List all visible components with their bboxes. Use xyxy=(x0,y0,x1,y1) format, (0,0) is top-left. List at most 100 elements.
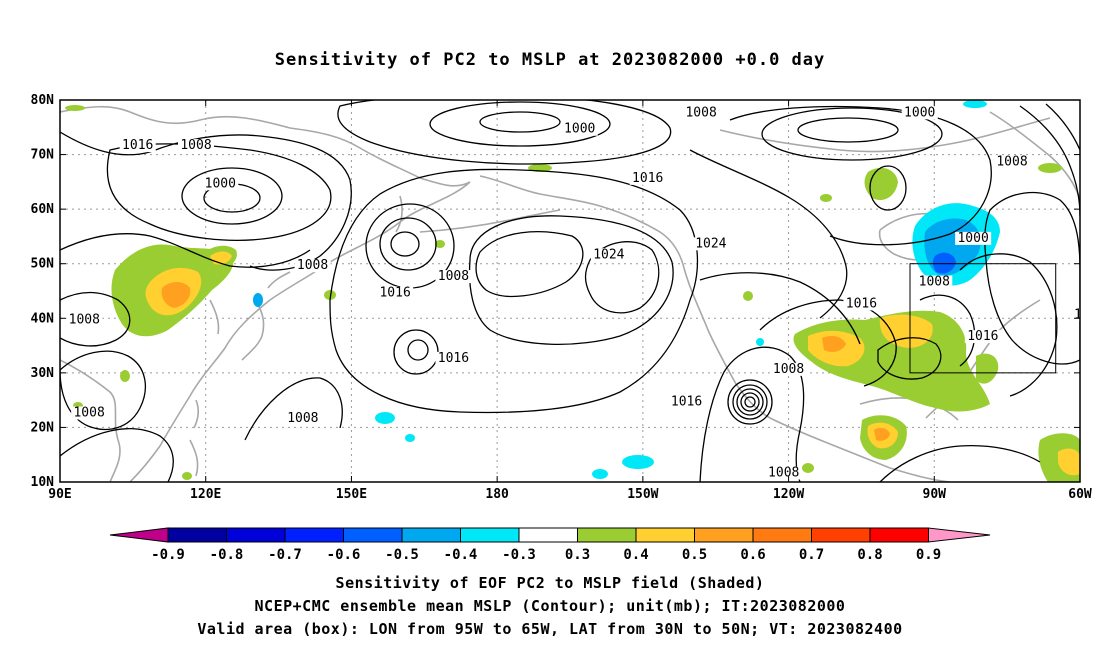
shade-dot-2 xyxy=(324,290,336,300)
caption-shaded: Sensitivity of EOF PC2 to MSLP field (Sh… xyxy=(335,574,765,592)
shade-dot-7 xyxy=(182,472,192,480)
contour-gulf-low xyxy=(877,337,942,380)
korea-peninsula xyxy=(209,299,220,335)
colorbar-segment xyxy=(635,527,695,543)
colorbar-segment xyxy=(284,527,344,543)
colorbar-label: -0.5 xyxy=(385,547,419,563)
contour-label-bg xyxy=(284,411,321,425)
taiwan-philippines xyxy=(189,399,199,477)
colorbar: -0.9 -0.8 -0.7 -0.6 -0.5 -0.4 -0.3 0.3 0.4 0.5 0.6… xyxy=(109,527,991,563)
contour-label-bg xyxy=(66,313,103,327)
contour-label: 1008 xyxy=(297,258,328,273)
shade-cyan-4 xyxy=(592,469,608,479)
alaska-coast xyxy=(479,175,685,269)
contour-label-bg xyxy=(435,351,472,365)
contour-na-1016-mid xyxy=(699,272,861,345)
contour-label-bg xyxy=(178,139,214,153)
latitude-axis: 10N 20N 30N 40N 50N 60N 70N 80N xyxy=(31,93,1080,490)
graticule xyxy=(60,100,1080,482)
contour-sea-1008 xyxy=(244,377,343,441)
contour-label-bg xyxy=(294,259,331,273)
contour-label-bg xyxy=(1071,308,1080,322)
canada-arctic xyxy=(719,117,1051,153)
shade-dot-10 xyxy=(802,463,814,473)
map-title: Sensitivity of PC2 to MSLP at 2023082000… xyxy=(274,50,826,70)
contour-label: 1008 xyxy=(919,275,950,290)
contour-pac-low-1 xyxy=(390,231,420,257)
contour-label: 1016 xyxy=(379,285,410,300)
contour-labels: 1016 1008 1000 1008 1008 1008 1008 1016 1008 1016… xyxy=(66,95,1100,481)
lat-tick-label: 80N xyxy=(31,93,55,108)
lat-tick-label: 50N xyxy=(31,257,55,272)
colorbar-label: -0.7 xyxy=(268,547,302,563)
contour-label-bg xyxy=(770,362,807,376)
lon-tick-label: 120W xyxy=(773,487,804,502)
contour-label: 1008 xyxy=(287,411,318,426)
contour-label-bg xyxy=(1095,95,1100,108)
contour-label-bg xyxy=(119,139,156,153)
contour-label-bg xyxy=(765,466,802,480)
lat-tick-label: 10N xyxy=(31,475,55,490)
contour-hurricane-5 xyxy=(727,379,773,425)
colorbar-label: -0.8 xyxy=(210,547,244,563)
colorbar-segment xyxy=(694,527,754,543)
contour-hurricane-2 xyxy=(740,392,760,412)
colorbar-label: 0.9 xyxy=(916,547,941,563)
lon-tick-label: 180 xyxy=(485,487,509,502)
contour-label: 1000 xyxy=(904,105,935,120)
contour-atl-1016 xyxy=(959,253,1058,397)
contour-pac-1024-a xyxy=(475,231,584,298)
shade-cyan-1 xyxy=(375,412,395,424)
colorbar-label: 0.3 xyxy=(565,547,590,563)
contour-label-bg xyxy=(590,248,627,262)
indochina-coast xyxy=(60,359,121,482)
shade-dot-9 xyxy=(1038,163,1062,173)
contour-label: 1008 xyxy=(773,362,804,377)
lat-tick-label: 30N xyxy=(31,366,55,381)
contour-label: 1016 xyxy=(632,171,663,186)
colorbar-label: -0.9 xyxy=(151,547,185,563)
contour-asia-1016 xyxy=(60,131,352,271)
colorbar-segment xyxy=(460,527,520,543)
baja-mexico-coast xyxy=(769,417,951,482)
shade-cyan-3 xyxy=(622,455,654,469)
contour-label: 1024 xyxy=(593,247,624,262)
contour-label-bg xyxy=(901,106,938,120)
lon-tick-label: 90W xyxy=(923,487,947,502)
contour-arctic-low-1 xyxy=(479,111,561,133)
colorbar-low-end xyxy=(109,527,169,543)
colorbar-segment xyxy=(869,527,929,543)
contour-label-bg xyxy=(964,330,1001,344)
contour-label-bg xyxy=(668,395,705,409)
contour-label: 1016 xyxy=(438,351,469,366)
japan-islands xyxy=(241,271,291,361)
contour-asia-low-2 xyxy=(181,167,283,225)
contour-na-1008-south xyxy=(699,346,805,482)
contour-hurricane-1 xyxy=(744,396,756,408)
caption-contour: NCEP+CMC ensemble mean MSLP (Contour); u… xyxy=(254,597,846,615)
contour-label: 1000 xyxy=(957,231,988,246)
contour-label-bg xyxy=(561,122,598,136)
colorbar-segment xyxy=(167,527,227,543)
contour-label: 1008 xyxy=(438,269,469,284)
contour-label-bg xyxy=(692,237,729,251)
colorbar-label: 0.7 xyxy=(799,547,824,563)
plot-background xyxy=(60,100,1080,482)
contour-label-bg xyxy=(202,177,239,191)
shade-na-blue xyxy=(932,252,956,274)
contour-canada-low-2 xyxy=(761,107,943,161)
colorbar-segment xyxy=(401,527,461,543)
contour-hurricane-4 xyxy=(732,384,768,420)
contour-label-bg xyxy=(629,171,666,185)
contour-label-bg xyxy=(377,286,414,300)
lat-tick-label: 20N xyxy=(31,420,55,435)
contour-pac-inner xyxy=(468,215,674,345)
lat-tick-label: 40N xyxy=(31,311,55,326)
contour-sw-1008 xyxy=(60,428,174,482)
contour-atl-1024 xyxy=(984,191,1080,365)
shade-cyan-6 xyxy=(963,100,987,108)
lat-tick-label: 70N xyxy=(31,148,55,163)
contour-label-bg xyxy=(955,231,992,245)
aleutian-chain xyxy=(419,209,561,233)
contour-label: 1008 xyxy=(73,406,104,421)
